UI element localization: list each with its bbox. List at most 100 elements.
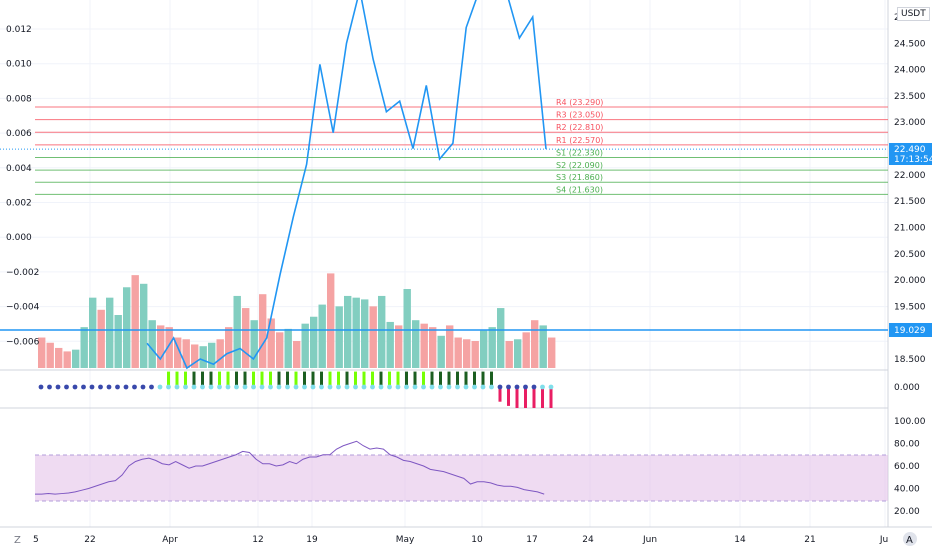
squeeze-dot xyxy=(344,384,350,390)
squeeze-dot xyxy=(115,384,120,390)
time-scale[interactable]: 22 Apr 12 19 May 10 17 24 Jun 14 21 Ju xyxy=(84,535,888,545)
histogram-bar xyxy=(242,308,250,368)
price-scale-tick: 24.000 xyxy=(894,66,926,76)
squeeze-dot xyxy=(242,384,248,390)
squeeze-dot xyxy=(208,384,214,390)
squeeze-dot xyxy=(106,384,112,390)
squeeze-dot xyxy=(455,384,460,390)
price-scale-tick: 20.500 xyxy=(894,250,926,260)
histogram-bar xyxy=(46,342,54,368)
histogram-bar xyxy=(352,297,360,368)
histogram-bar xyxy=(208,342,216,368)
histogram-bar xyxy=(548,337,556,368)
squeeze-bar xyxy=(226,371,230,386)
squeeze-bar xyxy=(413,371,417,386)
rsi-scale-tick: 80.00 xyxy=(894,440,920,450)
left-scale-tick: 0.012 xyxy=(6,25,32,35)
price-scale-tick: 21.000 xyxy=(894,223,926,233)
squeeze-dot xyxy=(463,384,469,390)
squeeze-dot xyxy=(523,384,528,390)
squeeze-dot xyxy=(293,384,299,390)
last-price-value: 22.490 xyxy=(894,145,926,155)
squeeze-bar xyxy=(209,371,213,386)
histogram-bar xyxy=(131,275,139,368)
pivot-label: R4 (23.290) xyxy=(556,98,603,107)
histogram-bar xyxy=(310,316,318,368)
time-scale-tick: 24 xyxy=(582,535,594,545)
squeeze-bar xyxy=(337,371,340,386)
time-scale-tick: 17 xyxy=(526,535,537,545)
squeeze-dot xyxy=(310,384,316,390)
auto-scale-icon[interactable]: A xyxy=(906,535,913,546)
auto-scale-button[interactable]: A xyxy=(903,532,917,546)
squeeze-dot xyxy=(98,384,103,390)
squeeze-dot xyxy=(234,384,239,390)
squeeze-bar xyxy=(311,371,315,386)
zoom-reset-icon[interactable]: Z xyxy=(14,535,21,546)
squeeze-bar xyxy=(201,371,204,386)
pivot-label: S4 (21.630) xyxy=(556,185,603,194)
histogram-bar xyxy=(80,327,88,368)
squeeze-bar xyxy=(175,371,179,386)
price-scale-tick: 18.500 xyxy=(894,355,926,365)
squeeze-bar xyxy=(218,371,221,386)
histogram-bar xyxy=(157,325,165,368)
histogram-bar xyxy=(267,318,275,368)
squeeze-dot xyxy=(378,384,384,390)
rsi-line xyxy=(35,440,545,495)
histogram-bar xyxy=(55,347,63,368)
squeeze-dot xyxy=(47,384,52,390)
squeeze-bar xyxy=(235,371,238,386)
squeeze-dot xyxy=(319,384,324,390)
histogram-bar xyxy=(140,283,148,368)
time-scale-tick: May xyxy=(396,535,415,545)
histogram-bar xyxy=(403,289,411,368)
squeeze-dot xyxy=(174,384,180,390)
pivot-label: S3 (21.860) xyxy=(556,173,603,182)
squeeze-dot xyxy=(89,384,95,390)
price-scale-tick: 23.000 xyxy=(894,118,926,128)
histogram-bar xyxy=(344,295,352,368)
squeeze-bar xyxy=(371,371,374,386)
left-scale-tick: 0.004 xyxy=(6,164,32,174)
squeeze-dot xyxy=(540,384,545,390)
histogram-bar xyxy=(480,330,488,368)
squeeze-bar xyxy=(524,387,527,408)
squeeze-dot xyxy=(353,384,358,390)
time-scale-tick: 14 xyxy=(734,535,746,545)
price-scale[interactable]: 25.00024.50024.00023.50023.00022.50022.0… xyxy=(894,13,926,517)
squeeze-bar xyxy=(447,371,451,386)
squeeze-bar xyxy=(498,387,502,402)
histogram-bar xyxy=(284,328,292,368)
histogram-bar xyxy=(293,341,301,368)
pivot-label: R2 (22.810) xyxy=(556,123,603,132)
squeeze-dot xyxy=(302,384,307,390)
squeeze-bar xyxy=(379,371,383,386)
histogram-bar xyxy=(148,320,156,368)
left-scale[interactable]: 0.012 0.010 0.008 0.006 0.004 0.002 0.000 −0.00… xyxy=(6,25,40,347)
squeeze-dot xyxy=(514,384,520,390)
squeeze-dot xyxy=(472,384,477,390)
histogram-bar xyxy=(514,339,522,368)
squeeze-dot xyxy=(38,384,44,390)
squeeze-dot xyxy=(336,384,341,390)
squeeze-dot xyxy=(166,384,171,390)
histogram-bar xyxy=(114,315,122,368)
histogram-bar xyxy=(395,325,403,368)
histogram-bar xyxy=(335,306,343,368)
squeeze-scale-tick: 0.000 xyxy=(894,383,920,393)
left-scale-tick: −0.002 xyxy=(6,268,39,278)
left-scale-tick: 0.010 xyxy=(6,60,32,70)
squeeze-dot xyxy=(157,384,163,390)
histogram-bar xyxy=(233,295,241,368)
histogram-bar xyxy=(318,304,326,368)
price-scale-tick: 24.500 xyxy=(894,39,926,49)
squeeze-dot xyxy=(446,384,452,390)
timezone-button[interactable]: Z xyxy=(14,535,21,546)
squeeze-dot xyxy=(200,384,205,390)
squeeze-bar xyxy=(532,387,536,408)
squeeze-dot xyxy=(149,384,154,390)
currency-label: USDT xyxy=(897,7,930,21)
squeeze-dot xyxy=(395,384,401,390)
